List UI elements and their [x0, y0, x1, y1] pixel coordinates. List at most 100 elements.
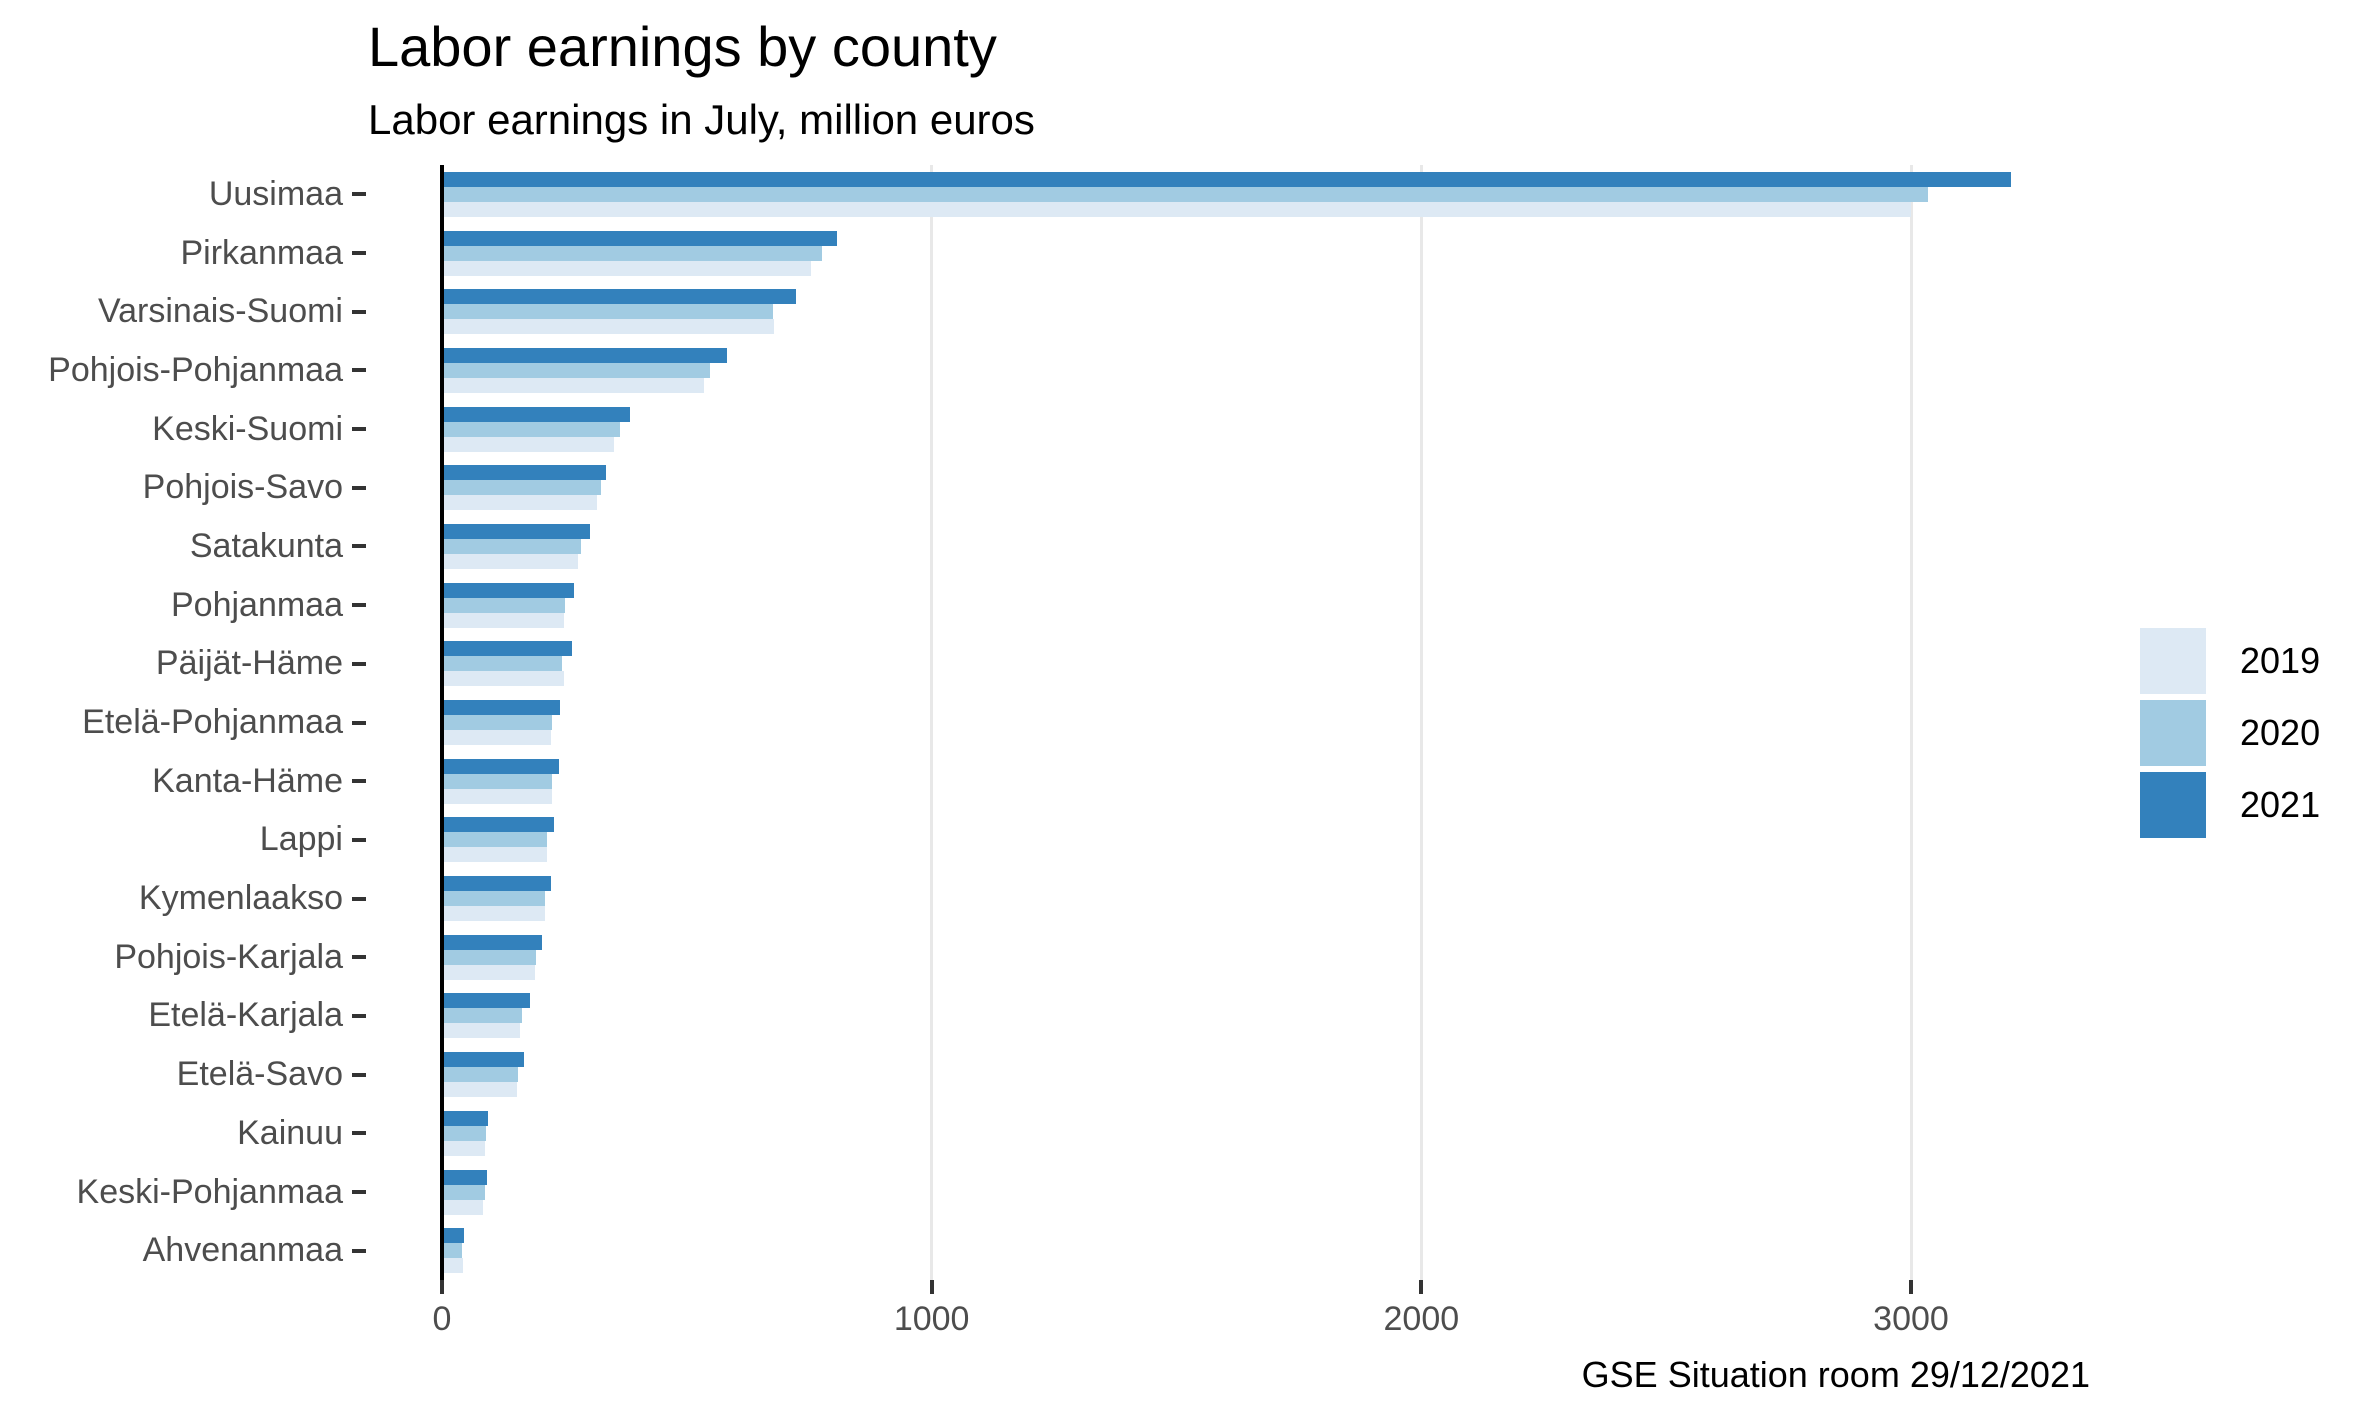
bar-2019: [442, 1140, 485, 1156]
bar-2021: [442, 230, 838, 246]
category-label: Uusimaa: [208, 174, 343, 213]
bar-group-keski-pohjanmaa: [442, 1163, 2090, 1222]
x-tick-label-3000: 3000: [1873, 1300, 1949, 1338]
x-tick-mark-1000: [929, 1280, 934, 1294]
bar-group-pohjois-karjala: [442, 928, 2090, 987]
category-label: Kymenlaakso: [138, 879, 343, 918]
bar-group-pohjois-savo: [442, 458, 2090, 517]
bar-2019: [442, 1023, 521, 1039]
bar-2020: [442, 1184, 485, 1200]
bar-group-pohjanmaa: [442, 576, 2090, 635]
legend-entry-2021: 2021: [2140, 772, 2320, 838]
y-tick-mark: [352, 1072, 366, 1077]
y-label-row: Päijät-Häme: [0, 635, 366, 694]
bar-2020: [442, 304, 773, 320]
x-tick-label-1000: 1000: [893, 1300, 970, 1338]
y-tick-mark: [352, 1013, 366, 1018]
bar-group-varsinais-suomi: [442, 282, 2090, 341]
x-tick-label-2000: 2000: [1383, 1300, 1460, 1338]
x-tick-mark-3000: [1909, 1280, 1913, 1294]
y-tick-mark: [352, 837, 366, 842]
legend-label-2019: 2019: [2240, 640, 2321, 681]
bar-group-kainuu: [442, 1104, 2090, 1163]
bar-group-kymenlaakso: [442, 869, 2090, 928]
bar-group-etel-karjala: [442, 987, 2090, 1046]
category-label: Satakunta: [189, 526, 343, 565]
bar-2021: [442, 758, 559, 774]
bar-group-ahvenanmaa: [442, 1221, 2090, 1280]
bar-2019: [442, 1199, 484, 1215]
bar-2021: [442, 465, 606, 481]
bar-group-kanta-h-me: [442, 752, 2090, 811]
y-tick-mark: [352, 603, 366, 608]
gridline-1000: [930, 165, 934, 1280]
bar-group-p-ij-t-h-me: [442, 635, 2090, 694]
y-label-row: Etelä-Savo: [0, 1045, 366, 1104]
bar-2021: [442, 876, 551, 892]
legend: 2019 2020 2021: [2140, 628, 2320, 844]
bar-2021: [442, 406, 630, 422]
bar-2019: [442, 495, 597, 511]
legend-entry-2020: 2020: [2140, 700, 2320, 766]
bar-2020: [442, 538, 581, 554]
bar-2020: [442, 480, 601, 496]
bar-2019: [442, 260, 812, 276]
bar-2019: [442, 788, 552, 804]
bar-2019: [442, 553, 578, 569]
bar-2021: [442, 1228, 464, 1244]
x-tick-mark-2000: [1419, 1280, 1424, 1294]
bar-2019: [442, 319, 775, 335]
category-label: Ahvenanmaa: [142, 1231, 343, 1270]
y-label-row: Kainuu: [0, 1104, 366, 1163]
bar-2020: [442, 891, 545, 907]
bar-2021: [442, 347, 727, 363]
bar-2020: [442, 1008, 522, 1024]
y-tick-mark: [352, 309, 366, 314]
gridline-2000: [1419, 165, 1423, 1280]
bar-2021: [442, 993, 530, 1009]
bar-2020: [442, 773, 552, 789]
y-label-row: Kanta-Häme: [0, 752, 366, 811]
y-tick-mark: [352, 779, 366, 784]
category-label: Keski-Pohjanmaa: [76, 1172, 343, 1211]
category-label: Pohjanmaa: [170, 585, 343, 624]
bar-2021: [442, 1110, 488, 1126]
bar-2020: [442, 656, 563, 672]
bar-2021: [442, 1169, 487, 1185]
bar-2019: [442, 671, 565, 687]
y-label-row: Varsinais-Suomi: [0, 282, 366, 341]
y-label-row: Pohjois-Pohjanmaa: [0, 341, 366, 400]
caption: GSE Situation room 29/12/2021: [1581, 1354, 2090, 1395]
bar-2021: [442, 523, 591, 539]
legend-label-2020: 2020: [2240, 712, 2321, 753]
y-label-row: Keski-Pohjanmaa: [0, 1163, 366, 1222]
bar-group-pirkanmaa: [442, 224, 2090, 283]
category-label: Varsinais-Suomi: [97, 292, 343, 331]
category-label: Lappi: [259, 820, 343, 859]
category-label: Kanta-Häme: [152, 761, 343, 800]
bar-2019: [442, 612, 565, 628]
bar-2019: [442, 847, 547, 863]
y-tick-mark: [352, 485, 366, 490]
y-label-row: Ahvenanmaa: [0, 1221, 366, 1280]
legend-entry-2019: 2019: [2140, 628, 2320, 694]
y-tick-mark: [352, 1248, 366, 1253]
y-tick-mark: [352, 896, 366, 901]
category-label: Etelä-Karjala: [148, 996, 343, 1035]
bar-2021: [442, 289, 796, 305]
y-label-row: Pohjanmaa: [0, 576, 366, 635]
bar-2020: [442, 186, 1929, 202]
bar-2019: [442, 436, 615, 452]
bar-group-pohjois-pohjanmaa: [442, 341, 2090, 400]
bar-2019: [442, 201, 1911, 217]
bar-2021: [442, 700, 560, 716]
gridline-3000: [1909, 165, 1913, 1280]
bar-2020: [442, 1243, 463, 1259]
bar-group-uusimaa: [442, 165, 2090, 224]
bar-2021: [442, 582, 574, 598]
legend-swatch-2020: [2140, 700, 2206, 766]
chart-subtitle: Labor earnings in July, million euros: [368, 96, 1035, 143]
y-tick-mark: [352, 427, 366, 432]
y-label-row: Etelä-Karjala: [0, 987, 366, 1046]
